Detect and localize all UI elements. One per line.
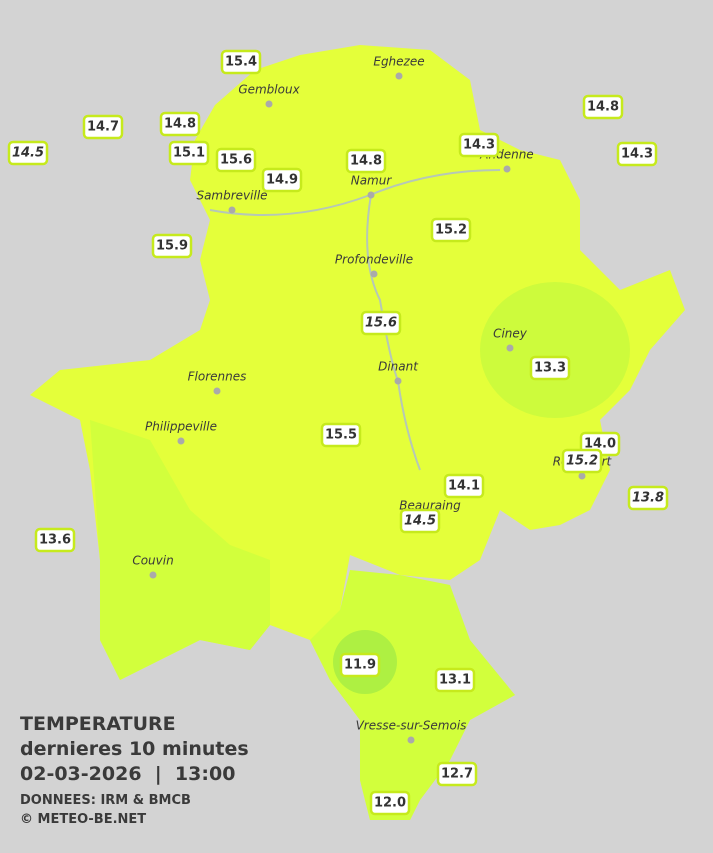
station-temperature: 14.5 bbox=[404, 514, 436, 529]
station-box bbox=[220, 49, 262, 75]
city-name: Couvin bbox=[132, 554, 173, 568]
station-temperature: 13.1 bbox=[439, 673, 471, 688]
station-temperature: 15.2 bbox=[566, 454, 598, 469]
station-box bbox=[261, 167, 303, 193]
legend-title: TEMPERATURE bbox=[20, 713, 176, 735]
city-dot bbox=[149, 571, 157, 579]
station-temperature: 11.9 bbox=[344, 658, 376, 673]
station-box bbox=[345, 148, 387, 174]
station-temperature: 14.0 bbox=[584, 437, 616, 452]
station-temperature: 14.8 bbox=[587, 100, 619, 115]
city-name: Florennes bbox=[188, 370, 247, 384]
station-temperature: 15.6 bbox=[365, 316, 397, 331]
station-box bbox=[7, 140, 49, 166]
legend-copyright: © METEO-BE.NET bbox=[20, 812, 146, 827]
station-temperature: 13.6 bbox=[39, 533, 71, 548]
city-dot bbox=[506, 344, 514, 352]
legend-datetime: 02-03-2026 | 13:00 bbox=[20, 763, 235, 785]
station-temperature: 14.9 bbox=[266, 173, 298, 188]
station-temperature: 12.7 bbox=[441, 767, 473, 782]
station-temperature: 12.0 bbox=[374, 796, 406, 811]
city-dot bbox=[177, 437, 185, 445]
station-temperature: 14.5 bbox=[12, 146, 44, 161]
station-box bbox=[360, 310, 402, 336]
station-box bbox=[561, 448, 603, 474]
city-name: Profondeville bbox=[335, 253, 413, 267]
city-dot bbox=[395, 72, 403, 80]
legend-source: DONNEES: IRM & BMCB bbox=[20, 793, 191, 808]
station-temperature: 14.3 bbox=[621, 147, 653, 162]
station-box bbox=[369, 790, 411, 816]
station-box bbox=[215, 147, 257, 173]
zone-cooler-ciney bbox=[480, 282, 630, 418]
city-dot bbox=[265, 100, 273, 108]
station-box bbox=[582, 94, 624, 120]
legend-subtitle: dernieres 10 minutes bbox=[20, 738, 249, 760]
city-name: Ciney bbox=[493, 327, 528, 341]
city-dot bbox=[394, 377, 402, 385]
station-box bbox=[627, 485, 669, 511]
city-name: Vresse-sur-Semois bbox=[356, 719, 467, 733]
station-temperature: 13.8 bbox=[632, 491, 664, 506]
station-temperature: 15.4 bbox=[225, 55, 257, 70]
station-temperature: 14.8 bbox=[350, 154, 382, 169]
station-box bbox=[436, 761, 478, 787]
station-box bbox=[82, 114, 124, 140]
station-temperature: 14.7 bbox=[87, 120, 119, 135]
station-box bbox=[320, 422, 362, 448]
station-temperature: 14.1 bbox=[448, 479, 480, 494]
city-dot bbox=[367, 191, 375, 199]
city-name: Eghezee bbox=[373, 55, 424, 69]
station-temperature: 15.1 bbox=[173, 146, 205, 161]
city-name: Philippeville bbox=[145, 420, 217, 434]
station-temperature: 15.5 bbox=[325, 428, 357, 443]
station-temperature: 15.6 bbox=[220, 153, 252, 168]
city-dot bbox=[228, 206, 236, 214]
station-box bbox=[458, 132, 500, 158]
station-box bbox=[430, 217, 472, 243]
station-box bbox=[168, 140, 210, 166]
city-name: Namur bbox=[351, 174, 393, 188]
zone-cooler-west bbox=[90, 420, 270, 680]
station-box bbox=[399, 508, 441, 534]
station-temperature: 15.2 bbox=[435, 223, 467, 238]
city-dot bbox=[213, 387, 221, 395]
station-temperature: 13.3 bbox=[534, 361, 566, 376]
station-box bbox=[529, 355, 571, 381]
city-name: Sambreville bbox=[196, 189, 267, 203]
station-box bbox=[443, 473, 485, 499]
city-dot bbox=[370, 270, 378, 278]
station-box bbox=[339, 652, 381, 678]
station-temperature: 14.8 bbox=[164, 117, 196, 132]
city-name: Gembloux bbox=[238, 83, 300, 97]
city-dot bbox=[578, 472, 586, 480]
city-dot bbox=[407, 736, 415, 744]
city-name: Dinant bbox=[378, 360, 419, 374]
station-box bbox=[34, 527, 76, 553]
station-box bbox=[151, 233, 193, 259]
city-dot bbox=[503, 165, 511, 173]
station-box bbox=[616, 141, 658, 167]
station-box bbox=[159, 111, 201, 137]
station-temperature: 14.3 bbox=[463, 138, 495, 153]
station-box bbox=[434, 667, 476, 693]
station-temperature: 15.9 bbox=[156, 239, 188, 254]
